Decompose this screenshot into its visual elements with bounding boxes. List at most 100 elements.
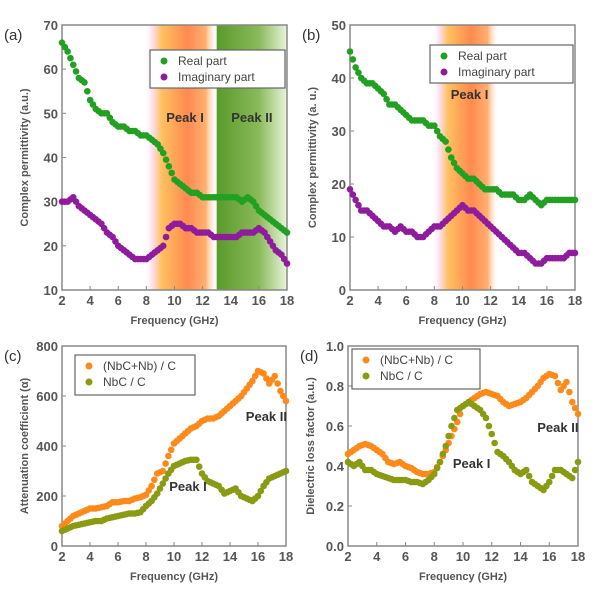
x-tick-label: 12 <box>195 293 209 308</box>
data-point <box>568 398 576 406</box>
x-tick-label: 6 <box>402 549 409 564</box>
series-0 <box>58 39 291 236</box>
legend-label: (NbC+Nb) / C <box>103 359 176 373</box>
y-tick-label: 70 <box>44 18 58 33</box>
x-tick-label: 16 <box>251 549 265 564</box>
y-tick-label: 50 <box>44 106 58 121</box>
data-point <box>430 470 438 478</box>
x-tick-label: 10 <box>455 293 469 308</box>
legend-label: Imaginary part <box>178 70 255 84</box>
data-point <box>251 372 259 380</box>
data-point <box>433 127 441 135</box>
x-tick-label: 10 <box>456 549 470 564</box>
y-tick-label: 600 <box>36 389 58 404</box>
legend-label: NbC / C <box>103 375 146 389</box>
data-point <box>568 474 576 482</box>
data-point <box>380 90 388 98</box>
data-point <box>69 61 77 69</box>
data-point <box>571 466 579 474</box>
data-point <box>451 414 458 422</box>
x-tick-label: 8 <box>143 293 150 308</box>
data-point <box>254 492 262 500</box>
panel-label: (b) <box>302 27 320 44</box>
y-axis-label: Attenuation coefficient (α) <box>19 378 31 515</box>
x-tick-label: 4 <box>86 549 94 564</box>
legend-marker <box>440 52 448 60</box>
x-tick-label: 2 <box>344 549 351 564</box>
data-point <box>72 68 80 75</box>
x-tick-label: 14 <box>224 293 239 308</box>
data-point <box>151 476 158 484</box>
data-point <box>282 397 290 405</box>
legend-box <box>429 44 574 84</box>
data-point <box>148 482 155 490</box>
panel-label: (a) <box>4 27 22 44</box>
panel-label: (c) <box>4 348 22 365</box>
y-tick-label: 10 <box>332 230 346 245</box>
x-tick-label: 18 <box>279 549 293 564</box>
panel-label: (d) <box>300 348 318 365</box>
data-point <box>355 69 362 76</box>
x-tick-label: 12 <box>483 293 497 308</box>
y-tick-label: 10 <box>44 283 58 298</box>
y-tick-label: 30 <box>332 124 346 139</box>
x-tick-label: 4 <box>87 293 95 308</box>
legend-label: Real part <box>458 49 507 63</box>
y-tick-label: 50 <box>332 18 346 33</box>
data-point <box>274 380 281 387</box>
legend: Real part Imaginary part <box>149 49 286 89</box>
x-tick-label: 12 <box>195 549 209 564</box>
data-point <box>485 422 493 430</box>
data-point <box>545 478 553 486</box>
data-point <box>352 64 359 71</box>
x-tick-label: 8 <box>142 549 149 564</box>
data-point <box>574 458 582 466</box>
data-point <box>346 186 354 193</box>
y-tick-label: 400 <box>36 439 58 454</box>
data-point <box>554 379 562 387</box>
y-tick-label: 0.4 <box>326 459 345 474</box>
data-point <box>566 388 573 396</box>
data-point <box>64 48 71 55</box>
data-point <box>448 422 455 430</box>
data-point <box>279 392 287 400</box>
data-point <box>574 410 582 418</box>
data-point <box>162 475 169 482</box>
y-tick-label: 0.0 <box>326 539 344 554</box>
series-0 <box>344 370 582 478</box>
data-point <box>383 95 390 103</box>
panel-d: 2 4 6 8 10 12 14 16 18 0.0 0.2 0.4 0.6 0.8 1.0 Frequenc… <box>300 339 585 583</box>
y-tick-label: 0.2 <box>326 499 344 514</box>
x-tick-label: 2 <box>58 293 65 308</box>
data-point <box>352 196 359 204</box>
data-point <box>447 154 455 161</box>
data-point <box>156 485 164 492</box>
legend-box <box>149 49 286 89</box>
series-1 <box>58 193 291 267</box>
x-tick-label: 18 <box>280 293 294 308</box>
band-label: Peak I <box>166 110 204 125</box>
data-point <box>445 432 452 440</box>
x-axis-label: Frequency (GHz) <box>130 571 218 583</box>
data-point <box>159 480 167 487</box>
data-point <box>165 452 172 460</box>
data-point <box>277 387 284 395</box>
legend-marker <box>440 68 448 76</box>
peak-annotation: Peak II <box>537 420 578 435</box>
data-point <box>442 442 450 450</box>
data-point <box>162 156 170 164</box>
x-tick-label: 6 <box>115 293 122 308</box>
band-label: Peak I <box>451 87 489 102</box>
legend: Real part Imaginary part <box>429 44 574 84</box>
x-tick-label: 18 <box>571 549 585 564</box>
x-tick-label: 2 <box>346 293 353 308</box>
y-tick-label: 40 <box>332 71 346 86</box>
y-tick-label: 40 <box>44 151 58 166</box>
peak-annotation: Peak II <box>246 409 287 424</box>
data-point <box>488 430 496 438</box>
data-point <box>165 163 173 170</box>
data-point <box>159 242 167 250</box>
y-axis-label: Dielectric loss factor (a.u.) <box>305 377 317 515</box>
x-tick-label: 14 <box>513 549 528 564</box>
x-axis-label: Frequency (GHz) <box>419 571 507 583</box>
